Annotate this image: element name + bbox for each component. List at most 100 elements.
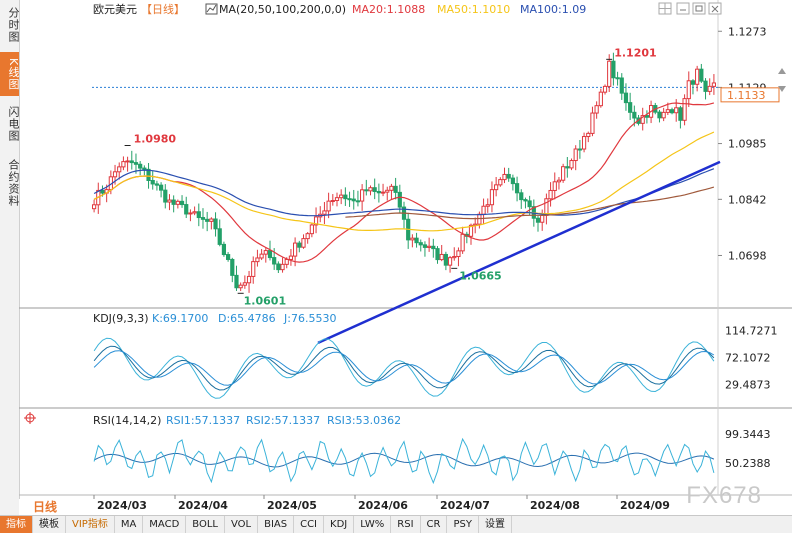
restore-icon[interactable] bbox=[692, 2, 706, 15]
price-chart[interactable]: 欧元美元 【日线】 MA(20,50,100,200,0,0) MA20:1.1… bbox=[0, 0, 792, 515]
candle-body bbox=[234, 274, 239, 289]
candle-body bbox=[246, 275, 252, 284]
candle-body bbox=[502, 173, 507, 181]
tab-timeshare[interactable]: 分时图 bbox=[7, 7, 20, 43]
candle-body bbox=[376, 190, 381, 194]
candle-body bbox=[468, 224, 474, 237]
kdj-j: J:76.5530 bbox=[283, 312, 336, 325]
candle-body bbox=[389, 185, 394, 191]
candle-body bbox=[339, 194, 344, 199]
vol-tab[interactable]: VOL bbox=[225, 516, 259, 533]
plot-layer: 1.0980 1.0601 1.0665 1.1201 114.7271 72.1072 2… bbox=[91, 46, 778, 485]
candle-body bbox=[393, 185, 398, 193]
candle-body bbox=[309, 224, 314, 235]
candle-body bbox=[112, 171, 118, 178]
candle-body bbox=[552, 181, 557, 191]
candle-body bbox=[188, 212, 193, 215]
candle-body bbox=[326, 200, 331, 212]
candle-body bbox=[242, 282, 247, 286]
candle-body bbox=[678, 107, 683, 121]
period-selector[interactable]: 日线 bbox=[19, 499, 91, 515]
current-price-box bbox=[720, 87, 780, 103]
candle-body bbox=[594, 105, 599, 114]
candle-body bbox=[561, 166, 566, 181]
candle-body bbox=[632, 111, 637, 119]
candle-body bbox=[288, 255, 294, 260]
candle-body bbox=[297, 242, 302, 248]
ma20-line bbox=[93, 102, 715, 263]
bias-tab[interactable]: BIAS bbox=[258, 516, 295, 533]
candle-body bbox=[514, 183, 520, 194]
candle-body bbox=[452, 256, 457, 259]
minimize-icon[interactable] bbox=[676, 2, 690, 15]
candle-body bbox=[439, 253, 444, 261]
symbol-name: 欧元美元 bbox=[93, 3, 137, 16]
candle-body bbox=[628, 102, 633, 113]
candle-body bbox=[313, 216, 319, 226]
rsi-label: RSI(14,14,2) bbox=[93, 414, 161, 427]
crosshair-icon[interactable] bbox=[24, 412, 36, 424]
macd-tab[interactable]: MACD bbox=[143, 516, 187, 533]
candle-body bbox=[686, 80, 691, 100]
candle-body bbox=[301, 238, 306, 248]
candle-body bbox=[418, 242, 423, 246]
candle-body bbox=[117, 166, 122, 173]
boll-tab[interactable]: BOLL bbox=[186, 516, 225, 533]
candle-body bbox=[196, 211, 201, 219]
price-tick: 1.0985 bbox=[728, 138, 767, 151]
candle-body bbox=[431, 245, 436, 250]
candle-body bbox=[527, 200, 532, 208]
candle-body bbox=[179, 200, 185, 206]
date-tick: 2024/03 bbox=[97, 499, 147, 512]
candle-body bbox=[615, 77, 620, 80]
trend-line bbox=[317, 160, 721, 344]
scroll-up-icon[interactable] bbox=[778, 68, 786, 74]
ma-params: MA(20,50,100,200,0,0) bbox=[219, 3, 346, 16]
kdj-tick: 29.4873 bbox=[725, 378, 771, 391]
candle-body bbox=[443, 253, 448, 266]
candle-body bbox=[280, 263, 285, 271]
candle-body bbox=[142, 167, 147, 170]
ma100-value: MA100:1.09 bbox=[520, 3, 586, 16]
candle-body bbox=[385, 189, 390, 193]
settings-tab[interactable]: 设置 bbox=[479, 516, 512, 533]
lw-tab[interactable]: LW% bbox=[354, 516, 392, 533]
candle-body bbox=[506, 173, 511, 179]
tab-kline[interactable]: K线图 bbox=[0, 52, 20, 96]
tab-contract-info[interactable]: 合约资料 bbox=[7, 159, 20, 207]
candle-body bbox=[368, 187, 373, 192]
candle-body bbox=[343, 194, 348, 200]
ma-settings-icon[interactable] bbox=[205, 3, 218, 15]
candle-body bbox=[221, 243, 227, 256]
date-tick: 2024/04 bbox=[178, 499, 228, 512]
candle-body bbox=[657, 111, 662, 119]
ma-tab[interactable]: MA bbox=[115, 516, 144, 533]
side-tab-bar: 分时图 K线图 闪电图 合约资料 bbox=[0, 0, 20, 515]
candle-body bbox=[334, 197, 340, 202]
rsi-tab[interactable]: RSI bbox=[391, 516, 421, 533]
cci-tab[interactable]: CCI bbox=[294, 516, 325, 533]
candle-body bbox=[205, 218, 210, 222]
candle-body bbox=[640, 115, 645, 124]
candle-body bbox=[251, 261, 256, 277]
psy-tab[interactable]: PSY bbox=[447, 516, 479, 533]
candle-body bbox=[422, 244, 428, 248]
candle-body bbox=[661, 111, 666, 119]
kdj-tab[interactable]: KDJ bbox=[324, 516, 355, 533]
template-tab[interactable]: 模板 bbox=[33, 516, 66, 533]
annotation-label: 1.1201 bbox=[614, 46, 656, 59]
candle-body bbox=[263, 250, 268, 255]
candle-body bbox=[351, 198, 356, 202]
candle-body bbox=[456, 250, 461, 258]
price-tick: 1.0698 bbox=[728, 249, 767, 262]
vip-indicator-tab[interactable]: VIP指标 bbox=[66, 516, 115, 533]
cr-tab[interactable]: CR bbox=[421, 516, 448, 533]
candle-body bbox=[272, 257, 277, 265]
scroll-down-icon[interactable] bbox=[778, 86, 786, 92]
tab-flash-chart[interactable]: 闪电图 bbox=[7, 106, 20, 142]
date-tick: 2024/09 bbox=[620, 499, 670, 512]
candle-body bbox=[217, 228, 222, 245]
candle-body bbox=[711, 82, 717, 87]
candle-body bbox=[695, 68, 700, 85]
indicator-tab[interactable]: 指标 bbox=[0, 516, 33, 533]
